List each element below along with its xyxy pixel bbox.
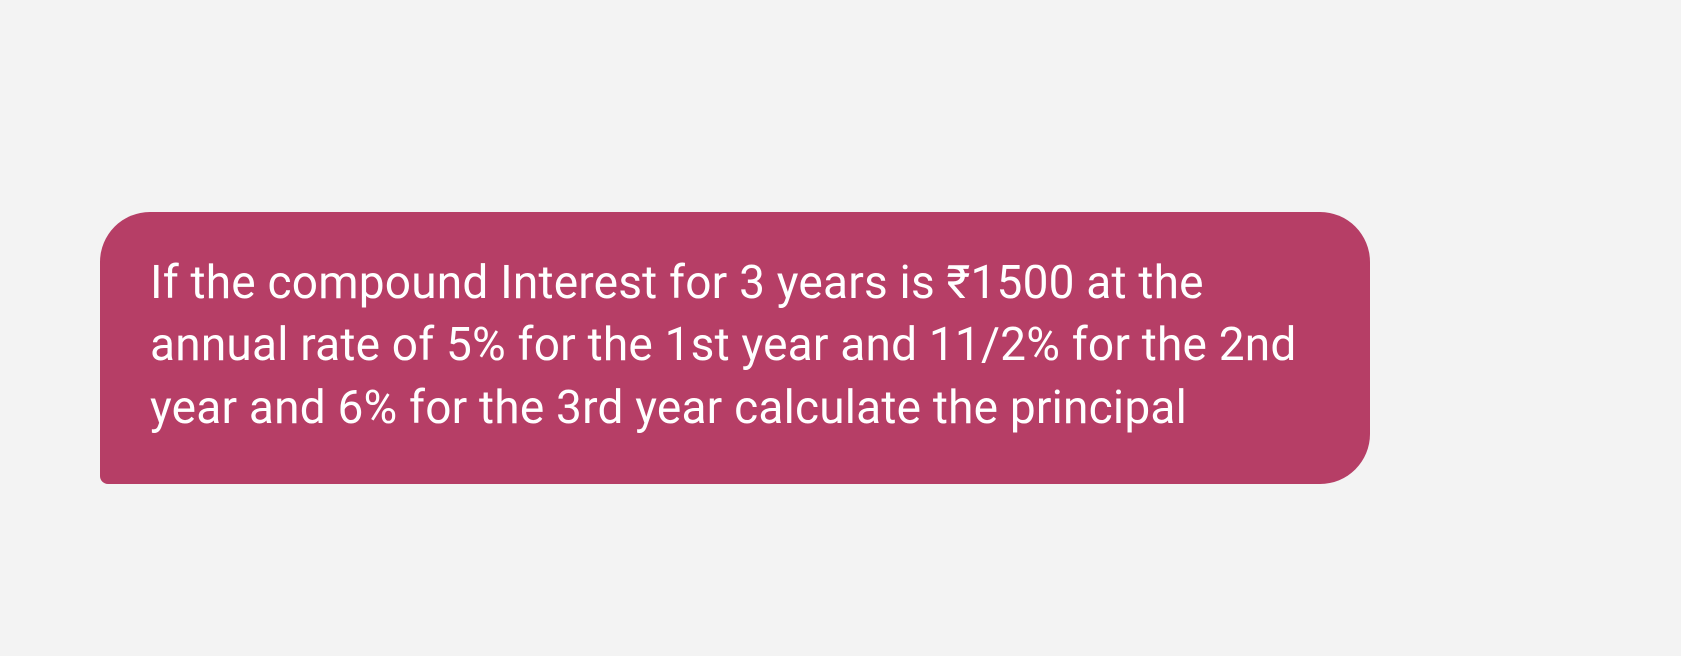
message-text: If the compound Interest for 3 years is …	[150, 256, 1297, 434]
incoming-chat-bubble: If the compound Interest for 3 years is …	[100, 212, 1370, 483]
